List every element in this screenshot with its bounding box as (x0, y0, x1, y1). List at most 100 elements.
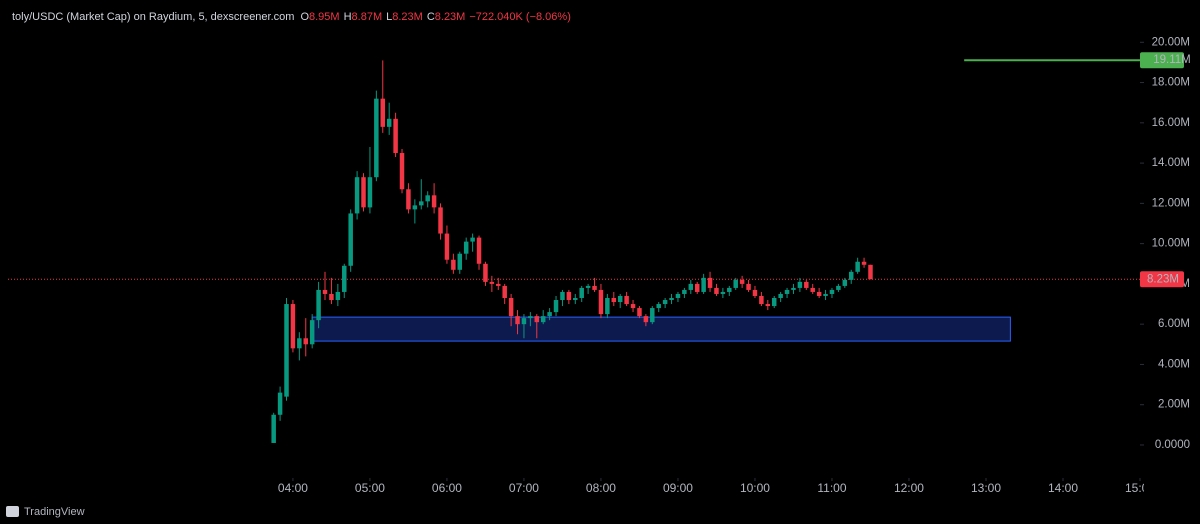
candle-body (714, 287, 719, 294)
candle-body (637, 308, 642, 317)
y-tick-label: 20.00M (1152, 36, 1190, 48)
candle-body (682, 289, 687, 294)
candle-body (720, 291, 726, 294)
candle-body (592, 285, 597, 290)
l-label: L (386, 11, 392, 23)
plot-area (8, 59, 1140, 443)
candle-body (354, 177, 360, 214)
candle-body (804, 281, 809, 288)
candle-body (476, 237, 482, 264)
candle-body (412, 205, 418, 210)
candle-body (374, 98, 379, 178)
candle-body (630, 304, 636, 309)
ray-label-box (1140, 52, 1184, 69)
candle-body (643, 316, 649, 323)
candle-body (502, 285, 507, 298)
x-tick-label: 05:00 (355, 481, 385, 495)
candle-body (406, 189, 411, 210)
candle-body (765, 304, 771, 307)
candle-body (367, 177, 373, 208)
x-tick-label: 09:00 (663, 481, 693, 495)
h-label: H (344, 11, 352, 23)
candle-body (624, 295, 629, 305)
o-value: 8.95M (309, 11, 340, 23)
candle-body (598, 289, 604, 315)
candle-body (508, 297, 514, 317)
candle-body (868, 264, 873, 280)
candle-body (701, 277, 706, 292)
last-price-label: 8.23M (1147, 273, 1179, 285)
candle-body (791, 287, 796, 290)
candle-body (688, 283, 694, 290)
y-tick-label: 0.0000 (1155, 439, 1190, 451)
candle-body (342, 265, 347, 292)
candle-body (284, 304, 289, 397)
candle-body (290, 304, 296, 349)
last-price-box (1140, 271, 1184, 288)
y-tick-label: 6.00M (1158, 318, 1190, 330)
candle-body (540, 316, 546, 323)
x-tick-label: 11:00 (817, 481, 846, 495)
x-tick-label: 04:00 (278, 481, 308, 495)
footer: TradingView (6, 506, 85, 518)
x-tick-label: 10:00 (740, 481, 770, 495)
candle-body (451, 259, 456, 270)
candle-body (829, 289, 835, 294)
y-axis: 0.00002.00M4.00M6.00M8.00M10.00M12.00M14… (1140, 36, 1191, 451)
candle-body (470, 237, 475, 242)
candle-body (316, 289, 321, 321)
x-tick-label: 12:00 (894, 481, 924, 495)
candle-body (303, 338, 309, 345)
candle-body (489, 281, 495, 284)
y-tick-label: 4.00M (1158, 358, 1190, 370)
candle-body (393, 118, 398, 154)
candle-body (816, 291, 822, 296)
candle-body (309, 320, 315, 345)
candle-body (515, 316, 520, 325)
candle-body (746, 283, 751, 290)
y-tick-label: 2.00M (1158, 399, 1190, 411)
candle-body (496, 283, 501, 286)
candle-body (271, 414, 276, 443)
candle-body (547, 312, 552, 317)
candle-body (585, 285, 591, 288)
candle-body (444, 233, 450, 260)
candle-body (560, 291, 565, 301)
candle-body (861, 261, 867, 265)
candle-body (566, 291, 572, 301)
y-tick-label: 18.00M (1152, 77, 1190, 89)
candle-body (534, 316, 540, 323)
y-tick-label: 12.00M (1152, 197, 1190, 209)
candle-body (348, 213, 353, 266)
candle-body (675, 293, 681, 298)
candle-body (707, 277, 713, 288)
x-tick-label: 08:00 (586, 481, 616, 495)
candle-body (463, 241, 469, 254)
h-value: 8.87M (352, 11, 383, 23)
candle-body (650, 308, 655, 323)
candle-body (573, 297, 578, 301)
l-value: 8.23M (392, 11, 423, 23)
candle-body (386, 118, 392, 127)
candle-body (361, 177, 366, 208)
candle-body (855, 261, 860, 272)
candle-body (431, 195, 437, 208)
x-tick-label: 14:00 (1048, 481, 1078, 495)
candle-body (553, 300, 559, 313)
tv-logo (6, 506, 19, 517)
candle-body (438, 207, 443, 234)
x-tick-label: 13:00 (971, 481, 1001, 495)
candle-body (797, 281, 803, 288)
y-tick-label: 14.00M (1152, 157, 1190, 169)
y-tick-label: 10.00M (1152, 238, 1190, 250)
candle-body (399, 153, 405, 190)
candle-body (611, 297, 617, 303)
c-value: 8.23M (435, 11, 466, 23)
candle-body (836, 285, 841, 290)
ray-label: 19.11M (1153, 54, 1191, 66)
candle-body (656, 304, 661, 309)
candle-body (605, 297, 610, 315)
symbol: toly/USDC (Market Cap) on Raydium, 5, de… (12, 11, 294, 23)
